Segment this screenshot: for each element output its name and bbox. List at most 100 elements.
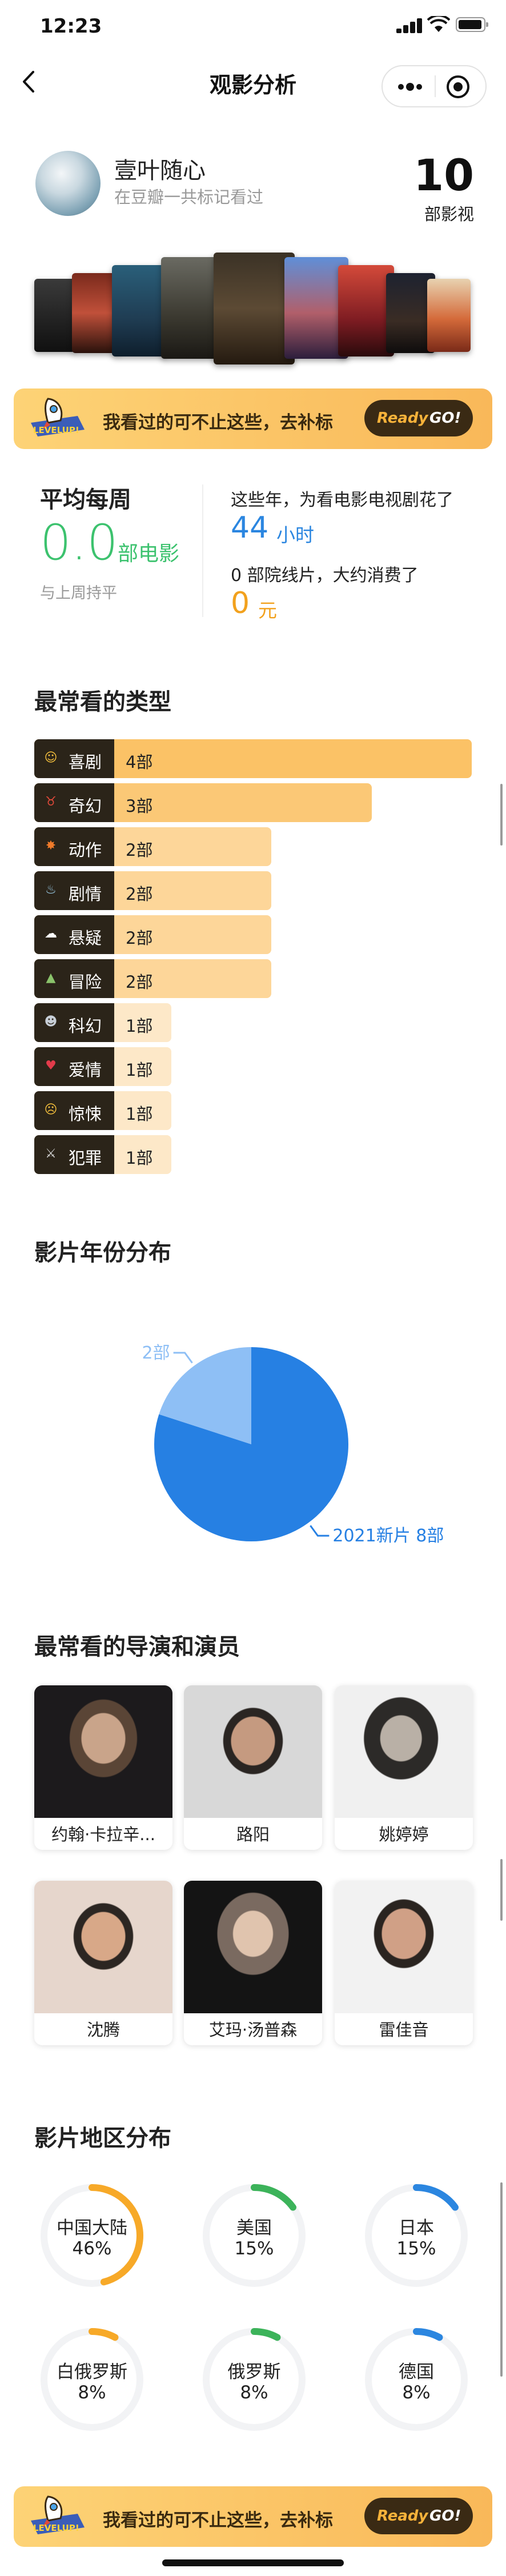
region-ring[interactable]: 白俄罗斯 8% [38,2325,146,2434]
person-name: 路阳 [236,1825,270,1844]
poster[interactable] [386,273,435,353]
more-dots-icon [398,83,422,91]
people-section-title: 最常看的导演和演员 [34,1634,240,1660]
svg-text:LEVELUP!: LEVELUP! [33,2523,79,2533]
banner-text: 我看过的可不止这些，去补标 [103,2510,333,2531]
pie-slice[interactable] [154,1347,349,1541]
hours-value: 44 [231,511,269,545]
genre-count: 1部 [126,1060,153,1080]
year-pie-chart: 2021新片 8部 2020 2部 [137,1343,444,1546]
ring-progress [89,2184,143,2286]
region-percent: 8% [240,2382,268,2403]
scream-emoji-icon: ☹ [44,1103,58,1117]
region-percent: 8% [78,2382,106,2403]
region-percent: 15% [396,2238,436,2259]
region-ring-chart [41,2328,143,2431]
person-card[interactable]: 艾玛·汤普森 [184,1881,322,2045]
weekly-average-unit: 部电影 [118,542,180,566]
signal-icon [396,18,422,33]
cinema-spending-text: 0 部院线片，大约消费了 [231,566,419,586]
years-spent-text: 这些年，为看电影电视剧花了 [231,490,453,510]
rocket-icon: LEVELUP! [25,394,89,443]
person-name: 雷佳音 [379,2020,429,2040]
genre-count: 4部 [126,752,153,772]
poster[interactable] [427,279,471,352]
person-card[interactable]: 路阳 [184,1685,322,1850]
stats-divider [202,484,203,617]
back-button[interactable] [15,67,43,96]
home-indicator [162,2559,344,2566]
ghost-emoji-icon: ☁ [45,927,57,941]
weekly-average-title: 平均每周 [40,487,131,513]
person-card[interactable]: 雷佳音 [335,1881,473,2045]
bathtub-emoji-icon: ♨ [45,883,57,897]
ring-progress [251,2184,296,2211]
scroll-indicator[interactable] [500,2182,503,2377]
page-title: 观影分析 [209,73,296,98]
ready-go-button[interactable]: Ready GO! [364,400,473,436]
genre-tag: ☁ 悬疑 [34,915,114,954]
ready-label: Ready [377,2507,428,2525]
region-ring[interactable]: 德国 8% [362,2325,471,2434]
genre-tag: ♨ 剧情 [34,871,114,910]
genre-count: 1部 [126,1104,153,1124]
pie-slice[interactable] [159,1347,251,1444]
levelup-banner-bottom[interactable]: LEVELUP! 我看过的可不止这些，去补标 Ready GO! [14,2486,492,2547]
levelup-banner[interactable]: LEVELUP! 我看过的可不止这些，去补标 Ready GO! [14,388,492,449]
region-ring[interactable]: 美国 15% [200,2181,308,2290]
genre-count: 2部 [126,972,153,992]
genre-tag: ⚔ 犯罪 [34,1135,114,1174]
poster[interactable] [112,265,167,356]
region-percent: 8% [402,2382,431,2403]
region-ring-chart [203,2328,306,2431]
genre-row: ▲ 冒险 2部 [34,959,271,998]
poster[interactable] [34,279,75,352]
ring-progress [89,2328,119,2341]
scroll-indicator[interactable] [500,1859,503,1921]
ready-go-button[interactable]: Ready GO! [364,2498,473,2534]
person-card[interactable]: 姚婷婷 [335,1685,473,1850]
ready-label: Ready [377,410,428,427]
close-capsule-button[interactable] [445,74,471,99]
person-photo [335,1685,473,1818]
region-ring[interactable]: 日本 15% [362,2181,471,2290]
genre-name: 奇幻 [69,796,102,816]
region-ring[interactable]: 中国大陆 46% [38,2181,146,2290]
money-unit: 元 [258,599,277,622]
pie-leader-line [173,1352,193,1364]
scroll-indicator[interactable] [500,784,503,846]
person-card[interactable]: 沈腾 [34,1881,172,2045]
kiss-emoji-icon: ♥ [45,1059,57,1073]
genre-name: 剧情 [69,884,102,904]
region-ring-chart [203,2184,306,2287]
genre-count: 3部 [126,796,153,816]
chevron-left-icon [23,71,34,93]
avatar[interactable] [35,151,101,216]
more-button[interactable] [392,77,428,97]
weekly-compare-text: 与上周持平 [40,584,117,602]
genre-row: ☻ 科幻 1部 [34,1003,171,1042]
regions-section-title: 影片地区分布 [34,2125,171,2152]
devil-emoji-icon: ♉ [45,795,57,809]
region-name: 美国 [236,2218,272,2238]
poster[interactable] [284,257,348,359]
person-card[interactable]: 约翰·卡拉辛... [34,1685,172,1850]
person-name: 姚婷婷 [379,1825,429,1844]
genre-row: ✸ 动作 2部 [34,827,271,866]
region-ring[interactable]: 俄罗斯 8% [200,2325,308,2434]
genre-name: 悬疑 [69,928,102,948]
genre-row: ☁ 悬疑 2部 [34,915,271,954]
person-name: 艾玛·汤普森 [208,2020,298,2040]
genre-tag: ♉ 奇幻 [34,783,114,822]
target-icon [447,75,469,98]
region-ring-chart [365,2184,468,2287]
genre-name: 爱情 [69,1060,102,1080]
poster[interactable] [214,253,295,364]
genre-name: 冒险 [69,972,102,992]
genre-name: 动作 [69,840,102,860]
year-distribution-title: 影片年份分布 [34,1240,171,1266]
genre-tag: ☹ 惊悚 [34,1091,114,1130]
poster[interactable] [338,265,394,356]
go-label: GO! [429,2507,461,2525]
genre-row: ♥ 爱情 1部 [34,1047,171,1086]
